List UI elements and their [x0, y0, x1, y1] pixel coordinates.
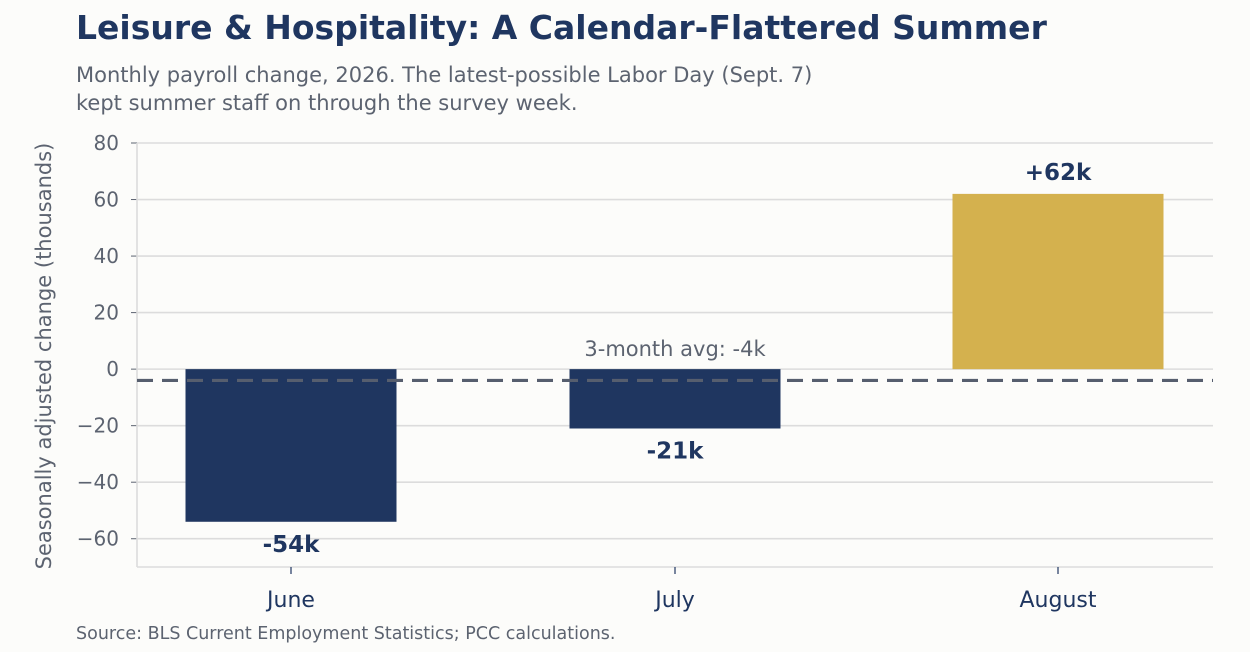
- chart-title: Leisure & Hospitality: A Calendar-Flatte…: [76, 8, 1047, 47]
- y-tick-label: −60: [77, 527, 119, 551]
- bars: [185, 193, 1164, 522]
- axes: 80 60 40 20 0 −20 −40 −60 June July August: [77, 131, 1213, 613]
- data-labels: -54k -21k +62k: [263, 160, 1092, 558]
- y-tick-label: 80: [94, 131, 119, 155]
- average-reference: 3-month avg: -4k: [137, 337, 1213, 383]
- subtitle-line-1: Monthly payroll change, 2026. The latest…: [76, 63, 813, 87]
- y-tick-label: 60: [94, 188, 119, 212]
- bar-august: [952, 193, 1164, 370]
- y-axis-label: Seasonally adjusted change (thousands): [32, 143, 56, 570]
- bar-june: [185, 369, 397, 522]
- data-label: +62k: [1025, 160, 1092, 186]
- y-tick-label: −40: [77, 470, 119, 494]
- bar-july: [569, 369, 781, 429]
- average-label: 3-month avg: -4k: [584, 337, 766, 361]
- y-tick-label: 0: [106, 357, 119, 381]
- chart-subtitle: Monthly payroll change, 2026. The latest…: [76, 61, 812, 117]
- x-tick-label: July: [653, 588, 695, 613]
- y-tick-label: −20: [77, 414, 119, 438]
- y-tick-label: 20: [94, 301, 119, 325]
- subtitle-line-2: kept summer staff on through the survey …: [76, 91, 578, 115]
- data-label: -54k: [263, 532, 321, 558]
- source-note: Source: BLS Current Employment Statistic…: [76, 624, 616, 644]
- data-label: -21k: [647, 438, 705, 464]
- y-tick-label: 40: [94, 244, 119, 268]
- x-tick-label: June: [265, 588, 315, 613]
- x-tick-label: August: [1020, 588, 1097, 613]
